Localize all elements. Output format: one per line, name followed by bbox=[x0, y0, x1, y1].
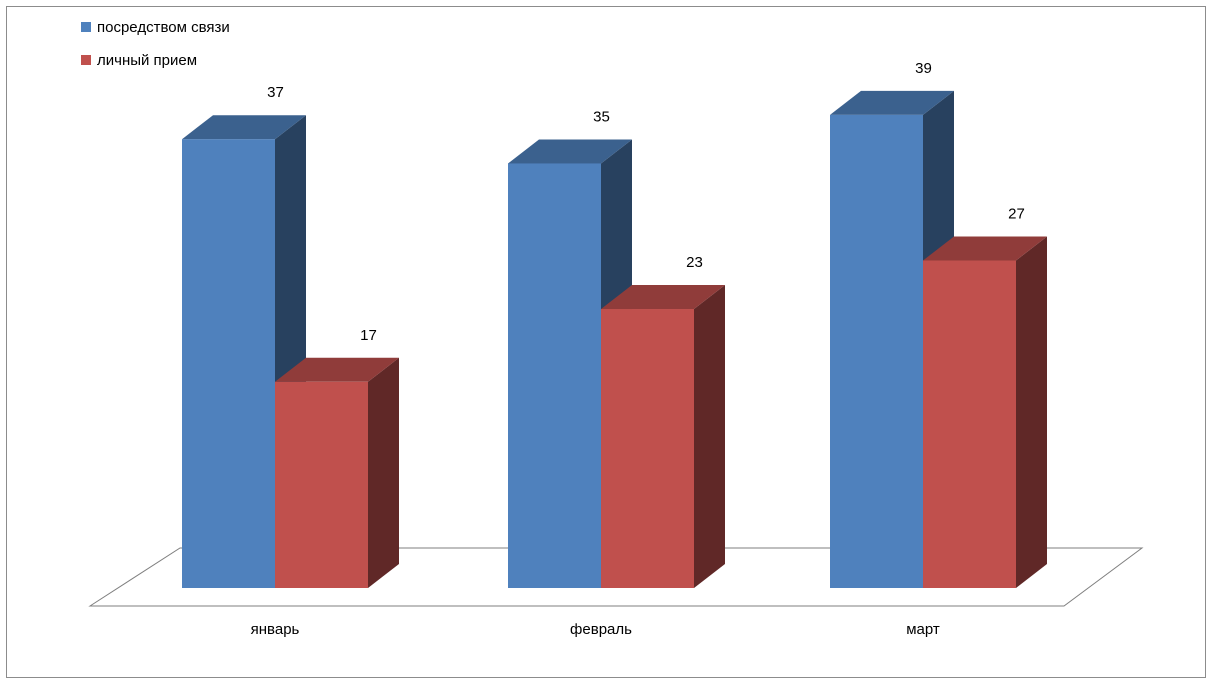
bar-february-red-side bbox=[694, 285, 725, 588]
bar-march-blue-front bbox=[830, 114, 923, 589]
legend-label-red: личный прием bbox=[97, 52, 197, 69]
data-label-march-blue: 39 bbox=[915, 60, 932, 77]
bar-january-blue-front bbox=[182, 139, 275, 588]
bar-march-red-front bbox=[923, 260, 1016, 588]
bar-march-blue-top bbox=[830, 90, 954, 115]
bar-january-red bbox=[275, 357, 399, 588]
bar-march-red-side bbox=[1016, 236, 1047, 589]
category-label-march: март bbox=[906, 621, 940, 638]
bar-february-blue-front bbox=[508, 163, 601, 588]
bar-february-blue-top bbox=[508, 139, 632, 164]
legend-swatch-red bbox=[81, 55, 91, 65]
data-label-january-red: 17 bbox=[360, 327, 377, 344]
data-label-february-blue: 35 bbox=[593, 108, 610, 125]
bar-march-red bbox=[923, 236, 1047, 589]
data-label-march-red: 27 bbox=[1008, 205, 1025, 222]
bar-february-red bbox=[601, 285, 725, 588]
bar-january-red-front bbox=[275, 381, 368, 588]
legend: посредством связи личный прием bbox=[81, 19, 230, 69]
bar-march-red-top bbox=[923, 236, 1047, 261]
bar-january-blue-top bbox=[182, 115, 306, 140]
labels-layer: 37 17 январь 35 23 февраль 39 27 март bbox=[251, 60, 1025, 638]
bar-february-red-top bbox=[601, 285, 725, 310]
category-label-february: февраль bbox=[570, 621, 632, 638]
legend-label-blue: посредством связи bbox=[97, 19, 230, 36]
bar-january-red-top bbox=[275, 357, 399, 382]
category-label-january: январь bbox=[251, 621, 300, 638]
legend-swatch-blue bbox=[81, 22, 91, 32]
bars-layer bbox=[182, 90, 1047, 589]
data-label-february-red: 23 bbox=[686, 254, 703, 271]
data-label-january-blue: 37 bbox=[267, 84, 284, 101]
bar-february-red-front bbox=[601, 309, 694, 588]
bar-january-red-side bbox=[368, 357, 399, 588]
